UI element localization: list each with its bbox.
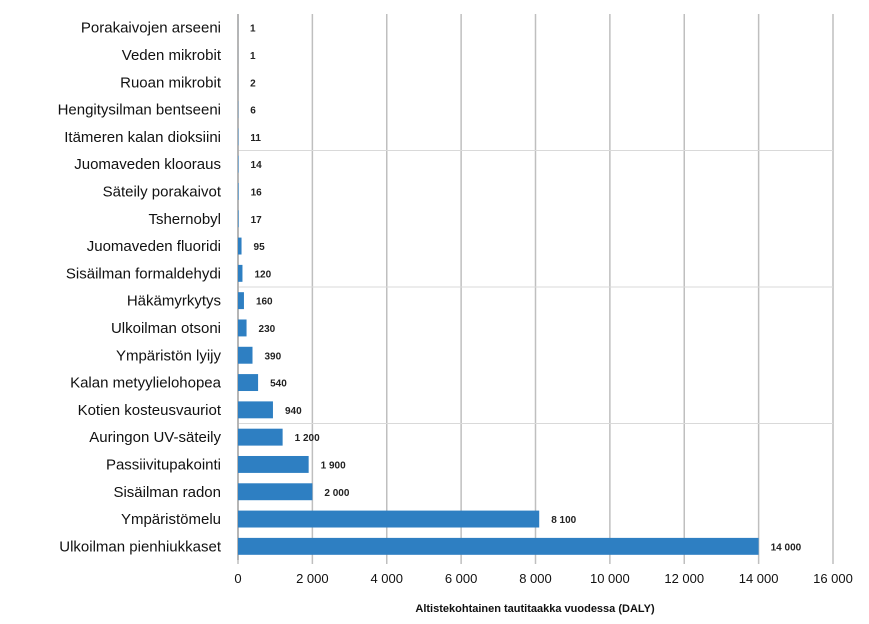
- category-label: Tshernobyl: [148, 211, 221, 228]
- bar: [238, 210, 239, 228]
- bar: [238, 428, 283, 446]
- x-tick-labels: 0 2 000 4 000 6 000 8 000 10 000 12 000 14 000 1…: [234, 571, 853, 586]
- data-label: 6: [250, 106, 256, 117]
- category-labels: Porakaivojen arseeni Veden mikrobit Ruoan …: [58, 20, 222, 556]
- data-label: 390: [265, 351, 282, 362]
- bar: [238, 483, 313, 501]
- x-tick-label: 8 000: [519, 571, 552, 586]
- category-label: Juomaveden fluoridi: [87, 238, 221, 255]
- x-tick-label: 6 000: [445, 571, 478, 586]
- data-label: 1 200: [295, 433, 320, 444]
- category-label: Passiivitupakointi: [106, 456, 221, 473]
- category-label: Itämeren kalan dioksiini: [64, 129, 221, 146]
- data-label: 17: [251, 215, 263, 226]
- category-label: Juomaveden klooraus: [74, 156, 221, 173]
- x-axis-label: Altistekohtainen tautitaakka vuodessa (D…: [415, 603, 655, 615]
- gridlines: [237, 14, 834, 564]
- bar: [238, 510, 540, 528]
- category-label: Sisäilman formaldehydi: [66, 265, 221, 282]
- bar: [238, 455, 309, 473]
- bars: [238, 19, 759, 555]
- data-label: 14 000: [771, 542, 802, 553]
- bar: [238, 319, 247, 337]
- category-label: Kotien kosteusvauriot: [78, 402, 222, 419]
- data-label: 2: [250, 78, 256, 89]
- x-tick-label: 14 000: [739, 571, 779, 586]
- category-label: Ympäristömelu: [121, 511, 221, 528]
- category-label: Auringon UV-säteily: [89, 429, 221, 446]
- x-tick-label: 4 000: [370, 571, 403, 586]
- data-label: 540: [270, 379, 287, 390]
- category-label: Kalan metyylielohopea: [70, 375, 222, 392]
- category-label: Säteily porakaivot: [103, 183, 222, 200]
- data-label: 16: [251, 187, 263, 198]
- bar: [238, 292, 244, 310]
- bar: [238, 155, 239, 173]
- bar: [238, 237, 242, 255]
- data-label: 8 100: [551, 515, 576, 526]
- x-tick-label: 16 000: [813, 571, 853, 586]
- category-label: Häkämyrkytys: [127, 293, 221, 310]
- category-label: Hengitysilman bentseeni: [58, 102, 221, 119]
- x-tick-label: 2 000: [296, 571, 329, 586]
- bar: [238, 182, 239, 200]
- bar: [238, 537, 759, 555]
- data-label: 1: [250, 24, 256, 35]
- category-label: Sisäilman radon: [113, 484, 221, 501]
- bar: [238, 374, 259, 392]
- category-label: Ulkoilman pienhiukkaset: [59, 538, 222, 555]
- category-label: Porakaivojen arseeni: [81, 20, 221, 37]
- category-label: Ulkoilman otsoni: [111, 320, 221, 337]
- data-label: 1: [250, 51, 256, 62]
- data-label: 120: [254, 269, 271, 280]
- x-tick-label: 12 000: [664, 571, 704, 586]
- category-label: Ympäristön lyijy: [116, 347, 222, 364]
- bar: [238, 401, 273, 419]
- data-label: 95: [254, 242, 266, 253]
- data-label: 1 900: [321, 460, 346, 471]
- bar: [238, 346, 253, 364]
- x-tick-label: 0: [234, 571, 241, 586]
- data-label: 160: [256, 297, 273, 308]
- data-label: 2 000: [324, 488, 349, 499]
- data-label: 11: [250, 133, 261, 144]
- x-tick-label: 10 000: [590, 571, 630, 586]
- data-label: 940: [285, 406, 302, 417]
- bar: [238, 264, 243, 282]
- category-label: Veden mikrobit: [122, 47, 222, 64]
- category-label: Ruoan mikrobit: [120, 74, 222, 91]
- data-label: 14: [251, 160, 263, 171]
- data-label: 230: [259, 324, 276, 335]
